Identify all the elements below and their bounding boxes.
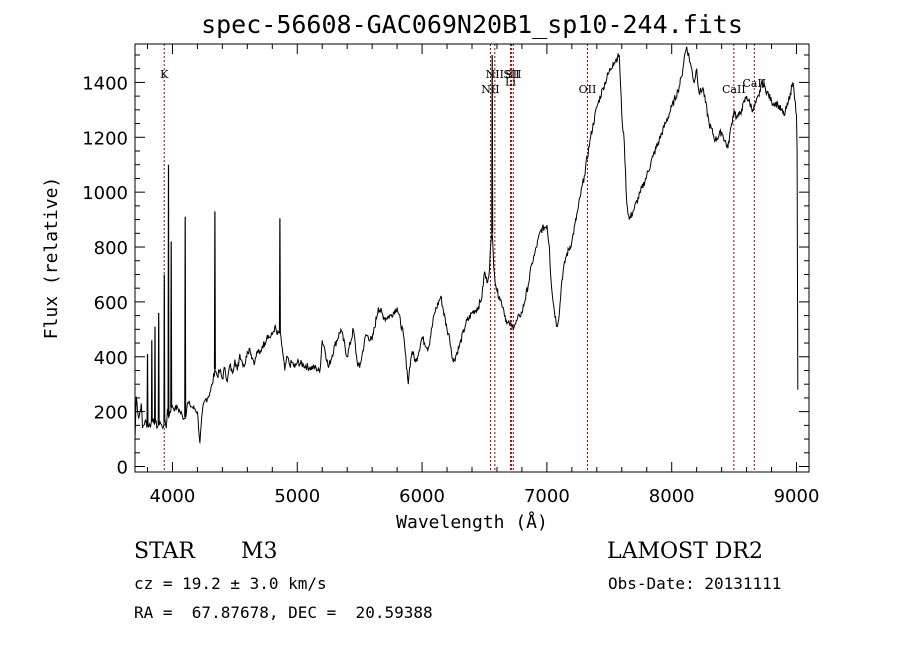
line-label-sii-4: SII [505, 68, 521, 81]
emission-spike-6 [170, 241, 173, 408]
object-subclass: M3 [241, 539, 278, 564]
y-tick-label: 400 [94, 348, 128, 369]
y-tick-label: 1000 [82, 183, 128, 204]
y-tick-label: 0 [117, 458, 128, 479]
axis-ticks: 4000 5000 6000 7000 8000 9000 0 200 400 600 800 100… [82, 44, 819, 507]
chart-title: spec-56608-GAC069N20B1_sp10-244.fits [201, 10, 743, 39]
spectrum-line [134, 46, 799, 444]
x-tick-label: 7000 [524, 486, 570, 507]
y-tick-label: 600 [94, 293, 128, 314]
line-label-caii-7: CaII [722, 83, 746, 96]
emission-spike-5 [167, 164, 170, 416]
emission-spike-8 [213, 211, 216, 370]
emission-spike-9 [278, 218, 281, 333]
emission-spike-7 [184, 216, 187, 418]
emission-spike-4 [163, 274, 166, 422]
survey-name: LAMOST DR2 [607, 539, 763, 564]
x-tick-label: 8000 [649, 486, 695, 507]
emission-spike-0 [146, 353, 149, 426]
x-tick-label: 4000 [150, 486, 196, 507]
line-label-oii-6: OII [579, 83, 597, 96]
emission-spike-1 [150, 340, 153, 422]
plot-frame [134, 43, 810, 473]
emission-spike-3 [157, 312, 160, 425]
line-label-nii-2: NII [486, 68, 504, 81]
y-axis-label: Flux (relative) [41, 177, 62, 340]
y-tick-label: 200 [94, 403, 128, 424]
redshift-value: cz = 19.2 ± 3.0 km/s [134, 574, 327, 593]
emission-spike-10 [491, 54, 494, 234]
y-tick-label: 800 [94, 238, 128, 259]
x-axis-label: Wavelength (Å) [396, 511, 548, 533]
line-label-nii-1: NII [481, 83, 499, 96]
coordinates: RA = 67.87678, DEC = 20.59388 [134, 603, 433, 622]
x-tick-label: 6000 [399, 486, 445, 507]
line-label-caii-8: CaII [742, 77, 766, 90]
line-label-li-5: Li [505, 76, 516, 89]
object-class: STAR [134, 539, 195, 564]
obs-date: Obs-Date: 20131111 [608, 574, 782, 593]
x-tick-label: 5000 [274, 486, 320, 507]
line-label-sii-3: SII [503, 68, 519, 81]
y-tick-label: 1400 [82, 73, 128, 94]
spectrum-series [134, 46, 799, 444]
emission-spike-2 [154, 326, 156, 423]
x-tick-label: 9000 [774, 486, 820, 507]
line-label-k-0: K [160, 68, 169, 81]
y-tick-label: 1200 [82, 128, 128, 149]
